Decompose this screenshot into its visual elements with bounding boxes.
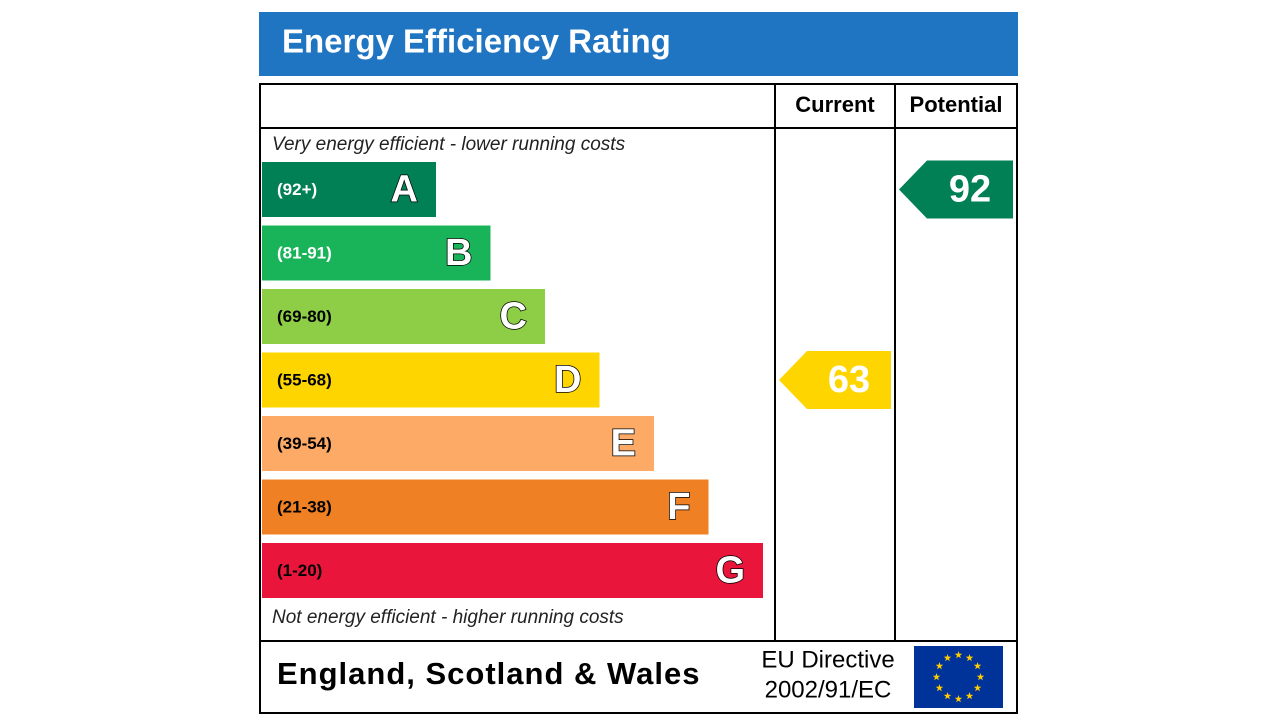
band-letter: A	[391, 169, 418, 211]
title: Energy Efficiency Rating	[282, 23, 671, 60]
band-letter: F	[667, 486, 690, 528]
band-letter: B	[445, 232, 472, 274]
eu-star	[973, 662, 982, 670]
band-range: (39-54)	[277, 434, 332, 453]
band-letter: C	[500, 296, 527, 338]
band-bar	[262, 479, 709, 535]
frame	[259, 83, 1018, 714]
top-note: Very energy efficient - lower running co…	[272, 134, 626, 155]
rating-value: 92	[949, 169, 991, 211]
column-header: Current	[795, 92, 875, 117]
band-bar	[262, 162, 436, 217]
rating-arrow	[779, 351, 891, 409]
eu-star	[932, 673, 941, 681]
band-range: (1-20)	[277, 561, 322, 580]
bottom-note: Not energy efficient - higher running co…	[272, 607, 624, 628]
eu-star	[943, 692, 952, 700]
rating-arrow	[899, 160, 1013, 219]
eu-star	[973, 684, 982, 692]
eu-star	[935, 684, 944, 692]
eu-star	[976, 673, 985, 681]
band-range: (81-91)	[277, 243, 332, 262]
band-bar	[262, 225, 491, 281]
directive: EU Directive	[761, 646, 894, 673]
eu-stars	[932, 651, 985, 703]
band-bar	[262, 289, 545, 344]
eu-star	[954, 651, 963, 659]
eu-star	[943, 653, 952, 662]
band-range: (55-68)	[277, 370, 332, 389]
column-header: Potential	[910, 92, 1003, 117]
directive: 2002/91/EC	[765, 676, 892, 703]
title-bar	[259, 12, 1018, 76]
region: England, Scotland & Wales	[277, 656, 700, 691]
band-range: (92+)	[277, 180, 317, 199]
band-bar	[262, 543, 763, 598]
rating-value: 63	[828, 359, 870, 401]
eu-star	[935, 662, 944, 670]
eu-star	[965, 653, 974, 662]
band-letter: E	[611, 423, 636, 465]
band-range: (69-80)	[277, 307, 332, 326]
band-letter: G	[715, 550, 745, 592]
band-range: (21-38)	[277, 497, 332, 516]
band-bar	[262, 352, 600, 408]
band-bar	[262, 416, 654, 471]
eu-star	[965, 692, 974, 700]
band-letter: D	[554, 359, 581, 401]
eu-star	[954, 695, 963, 703]
